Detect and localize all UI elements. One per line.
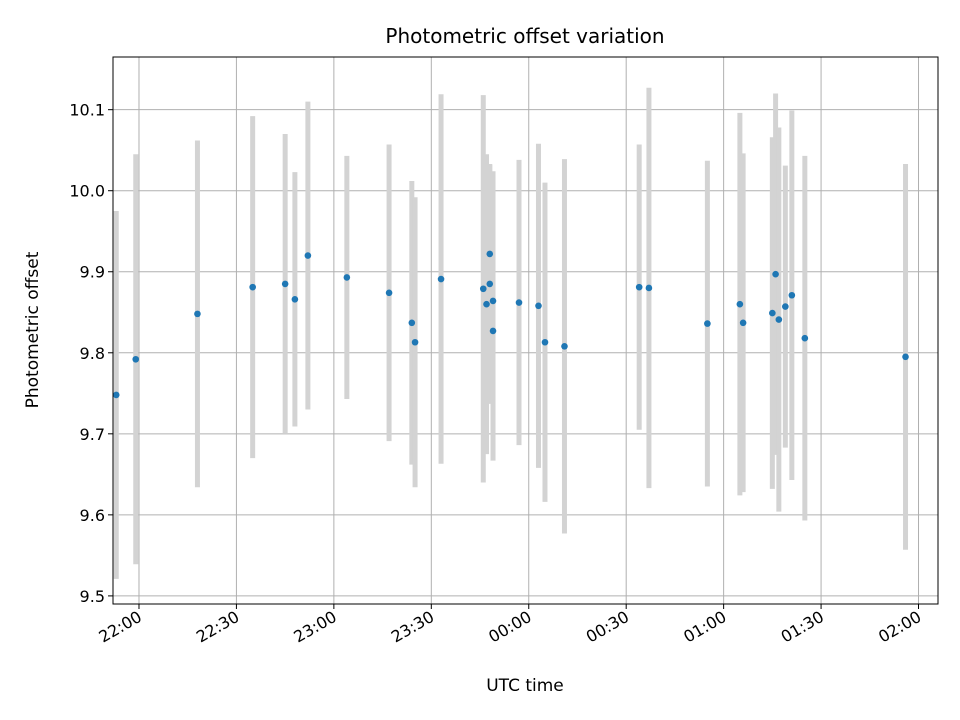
data-point bbox=[486, 280, 494, 288]
y-tick-label: 9.7 bbox=[80, 425, 105, 444]
data-point bbox=[535, 302, 542, 310]
data-point bbox=[782, 303, 789, 310]
data-point bbox=[645, 284, 653, 292]
x-axis-label: UTC time bbox=[486, 676, 564, 696]
data-point bbox=[486, 250, 494, 258]
y-tick-label: 9.9 bbox=[80, 263, 105, 282]
data-point bbox=[515, 299, 523, 306]
data-point bbox=[479, 285, 487, 293]
data-point bbox=[704, 320, 711, 327]
data-point bbox=[541, 338, 549, 346]
data-point bbox=[408, 319, 416, 327]
x-tick-label: 23:00 bbox=[290, 607, 339, 647]
data-point bbox=[385, 289, 393, 297]
y-tick-label: 10.1 bbox=[69, 101, 105, 120]
x-tick-label: 01:30 bbox=[778, 607, 827, 647]
data-point bbox=[772, 270, 779, 278]
grid bbox=[113, 57, 938, 604]
y-tick-label: 9.6 bbox=[80, 506, 105, 525]
data-point bbox=[343, 274, 351, 281]
x-tick-label: 00:30 bbox=[583, 607, 632, 647]
data-point bbox=[561, 343, 568, 350]
data-point bbox=[775, 316, 783, 323]
data-point bbox=[249, 283, 256, 291]
data-point bbox=[635, 283, 643, 291]
y-tick-label: 10.0 bbox=[69, 182, 105, 201]
data-point bbox=[132, 355, 140, 363]
data-point bbox=[483, 300, 490, 308]
x-tick-label: 00:00 bbox=[485, 607, 534, 647]
data-point bbox=[291, 296, 299, 303]
x-tick-label: 22:30 bbox=[193, 607, 242, 647]
data-point bbox=[489, 327, 497, 335]
x-axis: 22:00 22:30 23:00 23:30 00:00 00:30 01:00 01:30… bbox=[96, 604, 925, 647]
data-point bbox=[281, 280, 289, 288]
x-tick-label: 02:00 bbox=[875, 607, 924, 647]
chart-title: Photometric offset variation bbox=[385, 24, 664, 48]
data-point bbox=[194, 310, 201, 318]
data-point bbox=[801, 334, 809, 342]
data-point bbox=[788, 291, 796, 299]
data-point bbox=[411, 338, 419, 346]
data-point bbox=[112, 391, 120, 399]
data-point bbox=[489, 297, 497, 305]
y-axis: 9.5 9.6 9.7 9.8 9.9 10.0 10.1 bbox=[69, 101, 113, 606]
data-point bbox=[902, 353, 909, 361]
x-tick-label: 23:30 bbox=[388, 607, 437, 647]
plot-frame bbox=[112, 56, 939, 605]
data-point bbox=[736, 300, 744, 308]
x-tick-label: 22:00 bbox=[96, 607, 145, 647]
data-point bbox=[769, 309, 776, 317]
data-points bbox=[112, 250, 909, 399]
data-point bbox=[739, 319, 747, 327]
data-point bbox=[304, 252, 312, 259]
y-tick-label: 9.5 bbox=[80, 587, 105, 606]
error-bars bbox=[113, 87, 909, 579]
x-tick-label: 01:00 bbox=[680, 607, 729, 647]
y-axis-label: Photometric offset bbox=[23, 251, 43, 408]
data-point bbox=[437, 275, 445, 283]
y-tick-label: 9.8 bbox=[80, 344, 105, 363]
